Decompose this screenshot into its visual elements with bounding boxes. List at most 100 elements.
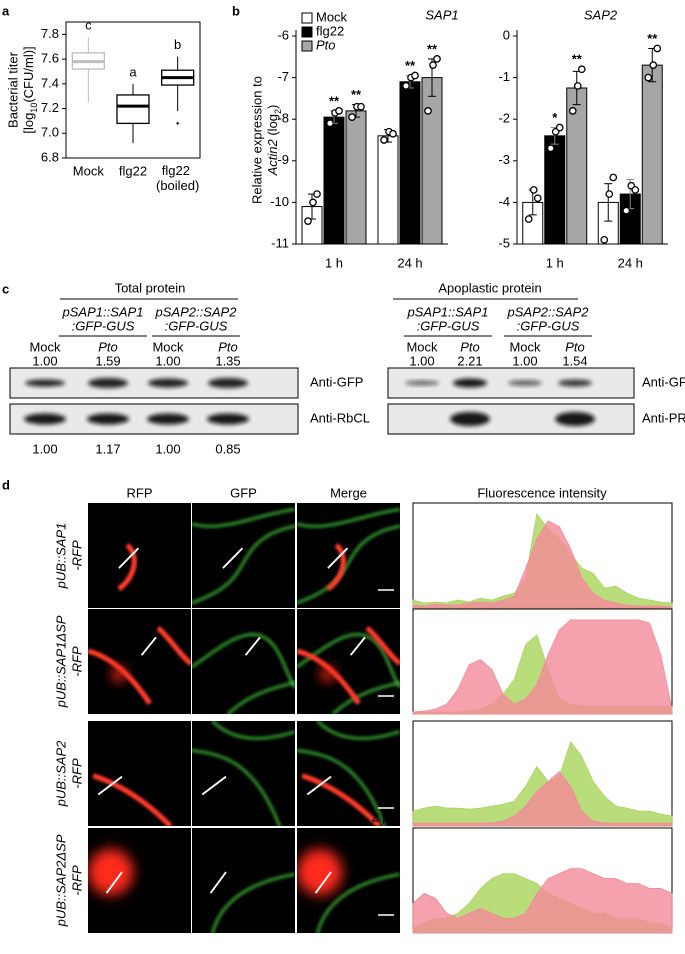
blot-band [147,413,189,425]
legend-swatch [301,40,313,52]
lane-ratio: 1.17 [95,441,120,456]
y-axis-label-part: Actin2 [265,138,280,176]
y-axis-label-part: (CFU/ml)] [21,46,36,102]
micrograph-content [192,721,295,826]
x-tick-label: 24 h [397,255,422,270]
intensity-area [412,770,673,827]
legend-swatch [301,12,313,24]
line-scan-marker [140,636,157,656]
lane-label: Mock [406,339,438,354]
blot-band [508,380,542,386]
construct-label: :GFP-GUS [72,318,135,333]
micrograph-scale [192,721,295,826]
scale-bar-label: 2 μm [371,809,400,824]
line-scan-marker [201,775,227,796]
micrograph-content [297,507,400,605]
x-tick-label: flg22 [119,163,147,178]
bar [345,110,367,245]
construct-label: pSAP2::SAP2 [155,304,238,319]
micrograph [192,609,295,714]
y-tick-label: -8 [277,111,289,126]
column-header: Fluorescence intensity [477,485,607,500]
gfp-signal [211,721,295,741]
lane-label: Pto [218,339,238,354]
data-point [304,217,312,225]
bar [421,77,443,245]
gfp-signal [331,680,400,714]
micrograph-scale [88,849,134,896]
scale-bar-label: 2 μm [371,591,400,606]
y-axis-label: Actin2 (log2) [265,105,283,177]
legend-label: Pto [316,37,336,52]
intensity-area [412,520,673,609]
micrograph-content [297,849,400,933]
lane-label: Pto [460,339,480,354]
lane-ratio: 1.00 [32,441,57,456]
rfp-signal [117,542,137,592]
y-tick-label: -1 [498,69,510,84]
data-point [424,107,432,115]
y-tick-label: -10 [270,194,289,209]
micrograph-scale [297,625,400,714]
rfp-signal [320,666,336,682]
significance-star: ** [427,41,438,56]
data-point [389,129,397,138]
micrograph-scale [297,721,400,826]
data-point [555,123,564,132]
micrograph [88,503,191,608]
y-axis-label-part: 10 [29,103,39,113]
legend-label: flg22 [316,23,344,38]
y-tick-label: -5 [498,235,510,250]
line-scan-marker [306,775,332,796]
rfp-signal [111,666,127,682]
micrograph-content [297,721,400,826]
blot-band [25,379,65,387]
data-point [568,107,577,115]
y-axis-label-part: [log [21,113,36,134]
data-point [380,136,388,144]
blot-band [558,379,592,387]
data-point [605,190,614,198]
y-axis-label-part: ) [265,105,280,109]
data-point [631,186,640,194]
significance-star: ** [405,58,416,73]
antibody-label: Anti-GFP [310,374,363,389]
line-scan-marker [105,871,123,894]
blot-band [24,413,66,425]
data-point [402,82,410,90]
antibody-label: Anti-GFP [642,374,685,389]
line-scan-marker [97,775,123,796]
construct-label: pSAP1::SAP1 [407,304,489,319]
micrograph [192,503,295,608]
construct-label: :GFP-GUS [517,318,580,333]
micrograph-scale [209,871,295,933]
significance-star: ** [329,93,340,108]
data-point [649,61,658,69]
data-point [609,173,618,182]
data-point [524,215,533,223]
x-tick-label: 24 h [618,255,643,270]
blot-group-title: Total protein [115,280,186,295]
micrograph [88,609,191,714]
line-scan-marker [222,547,244,569]
y-tick-label: -11 [271,235,289,250]
data-point [546,144,555,153]
data-point [357,102,365,111]
construct-label: :GFP-GUS [417,318,480,333]
blot-band [88,378,128,388]
column-header: Merge [330,485,367,500]
data-point [533,194,542,203]
lane-ratio: 1.54 [562,353,587,368]
y-tick-label: -9 [277,152,289,167]
data-point [313,190,321,198]
data-point [653,44,662,53]
y-tick-label: 7.2 [41,100,59,115]
y-tick-label: 7.6 [41,51,59,66]
column-header: RFP [127,485,153,500]
y-tick-label: -3 [498,152,510,167]
scale-bar-label: 2 μm [371,697,400,712]
error-bar [604,183,613,222]
x-tick-label: 1 h [325,255,343,270]
data-point [309,198,317,207]
bar [377,135,399,245]
